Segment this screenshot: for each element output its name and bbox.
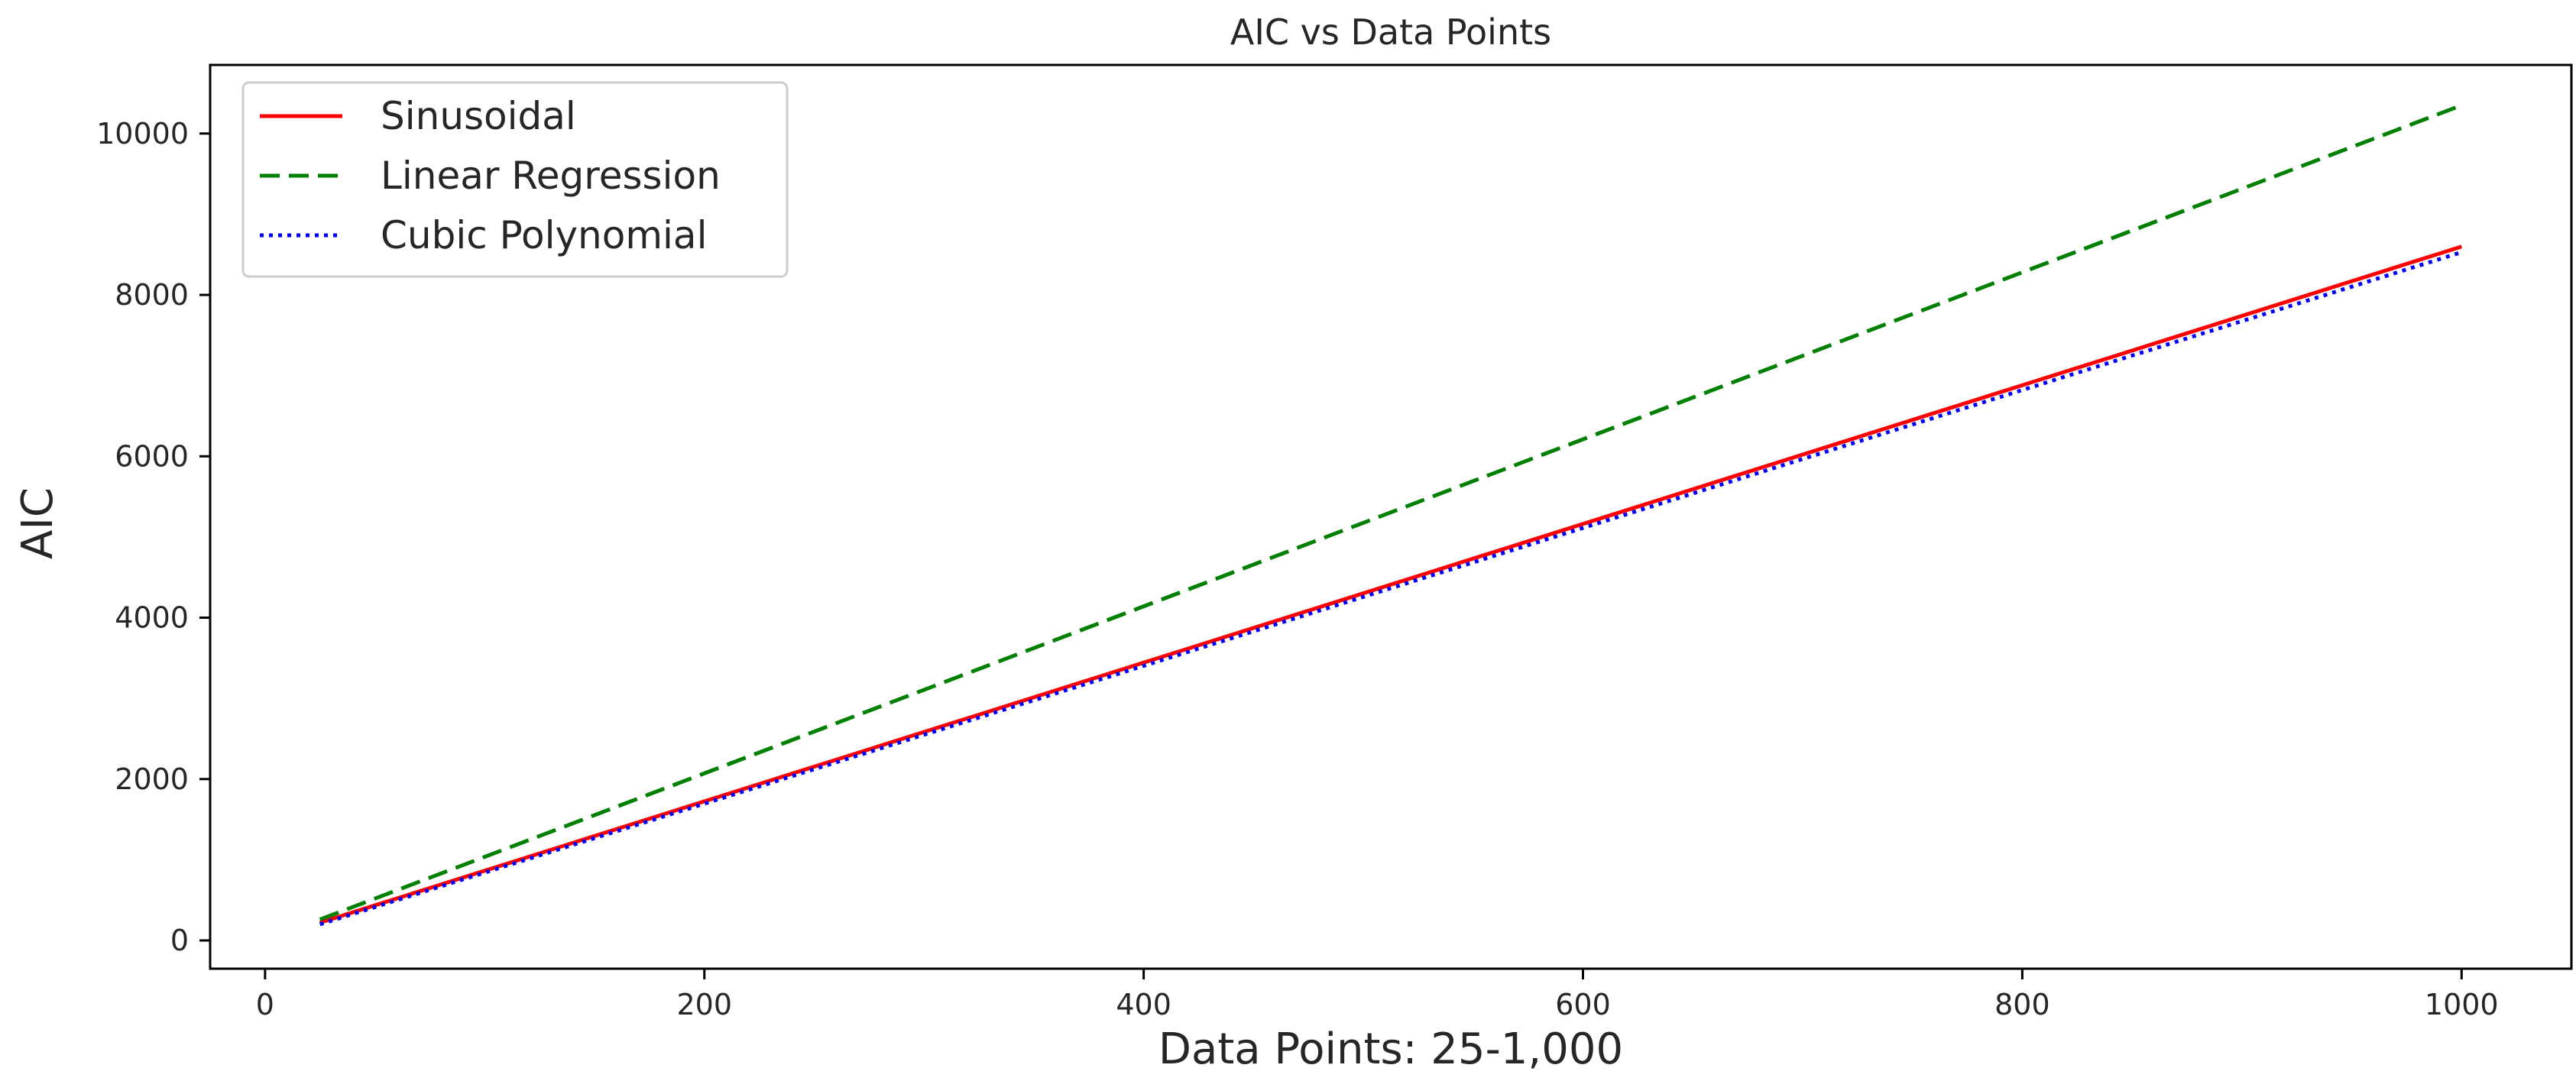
y-axis-label: AIC [13,487,63,559]
x-axis-label: Data Points: 25-1,000 [1158,1024,1623,1074]
y-tick-label: 0 [170,924,189,957]
legend-box [241,81,789,278]
series-line-sinusoidal [319,244,2463,925]
legend-label: Linear Regression [381,154,721,198]
y-tick-label: 8000 [115,278,189,312]
x-tick-label: 400 [1116,988,1171,1021]
legend: Sinusoidal Linear Regression Cubic Polynom… [241,81,789,278]
series-line-linear-regression [319,103,2463,921]
x-tick-label: 600 [1555,988,1611,1021]
legend-label: Cubic Polynomial [381,213,707,257]
y-tick-label: 2000 [115,762,189,796]
series-line-cubic-polynomial [319,250,2463,927]
x-tick-label: 200 [676,988,732,1021]
plot-area [209,63,2573,970]
y-tick-label: 10000 [96,117,189,150]
chart-title: AIC vs Data Points [1230,11,1551,53]
y-tick-label: 4000 [115,601,189,635]
x-tick-label: 1000 [2425,988,2499,1021]
x-tick-label: 0 [256,988,274,1021]
x-tick-label: 800 [1994,988,2050,1021]
plot-frame [209,63,2573,970]
legend-label: Sinusoidal [381,94,576,138]
y-tick-label: 6000 [115,439,189,473]
